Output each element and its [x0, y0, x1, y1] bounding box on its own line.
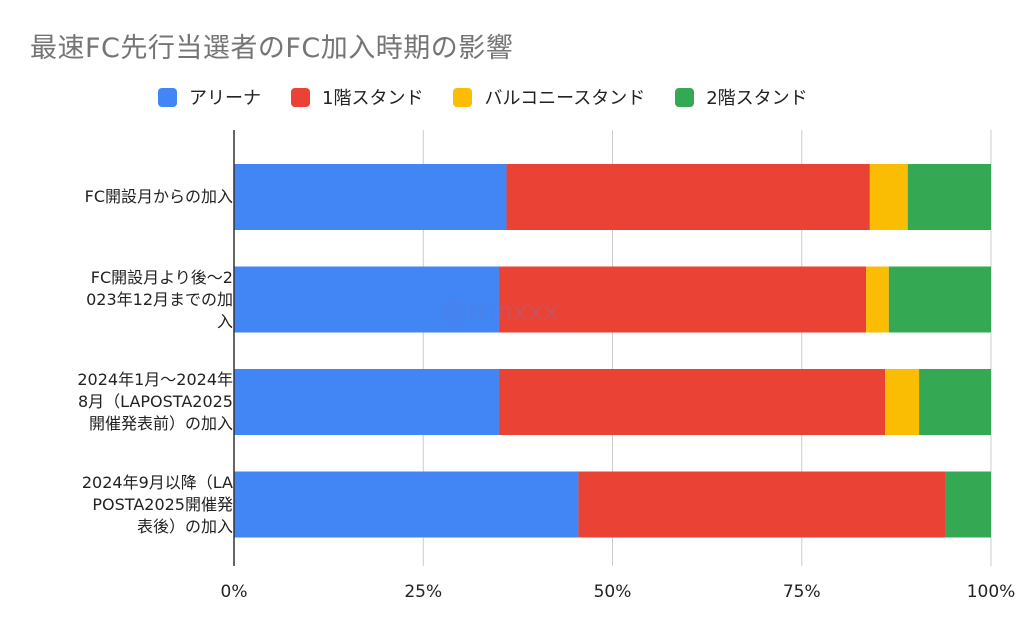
x-tick-label: 75%: [783, 582, 821, 602]
x-tick-label: 25%: [404, 582, 442, 602]
bar-segment-0-2: [870, 164, 908, 230]
category-label-line: 2024年9月以降（LA: [23, 472, 233, 494]
bar-segment-2-1: [499, 369, 885, 435]
category-label-line: FC開設月からの加入: [23, 186, 233, 208]
category-label-line: 8月（LAPOSTA2025: [23, 391, 233, 413]
bar-segment-1-3: [889, 267, 991, 333]
bar-segment-0-3: [908, 164, 991, 230]
x-tick-label: 50%: [594, 582, 632, 602]
category-label-line: 023年12月までの加: [23, 289, 233, 311]
category-label: 2024年9月以降（LA POSTA2025開催発 表後）の加入: [23, 472, 233, 538]
bar-segment-1-2: [866, 267, 889, 333]
category-label-line: POSTA2025開催発: [23, 494, 233, 516]
bar-segment-2-3: [919, 369, 991, 435]
bar-segment-0-0: [234, 164, 507, 230]
bar-segment-3-1: [578, 472, 945, 538]
category-label: 2024年1月〜2024年 8月（LAPOSTA2025 開催発表前）の加入: [23, 369, 233, 435]
bar-segment-2-0: [234, 369, 499, 435]
category-label-line: 入: [23, 311, 233, 333]
category-label-line: FC開設月より後〜2: [23, 267, 233, 289]
category-label: FC開設月より後〜2 023年12月までの加入: [23, 267, 233, 333]
bar-segment-2-2: [885, 369, 919, 435]
category-label: FC開設月からの加入: [23, 186, 233, 208]
watermark: @rrinxxx: [442, 297, 559, 327]
bar-segment-3-0: [234, 472, 578, 538]
category-label-line: 表後）の加入: [23, 516, 233, 538]
x-tick-label: 0%: [221, 582, 248, 602]
bar-segment-3-3: [946, 472, 991, 538]
category-label-line: 開催発表前）の加入: [23, 413, 233, 435]
bar-segment-0-1: [507, 164, 870, 230]
x-tick-label: 100%: [967, 582, 1016, 602]
category-label-line: 2024年1月〜2024年: [23, 369, 233, 391]
